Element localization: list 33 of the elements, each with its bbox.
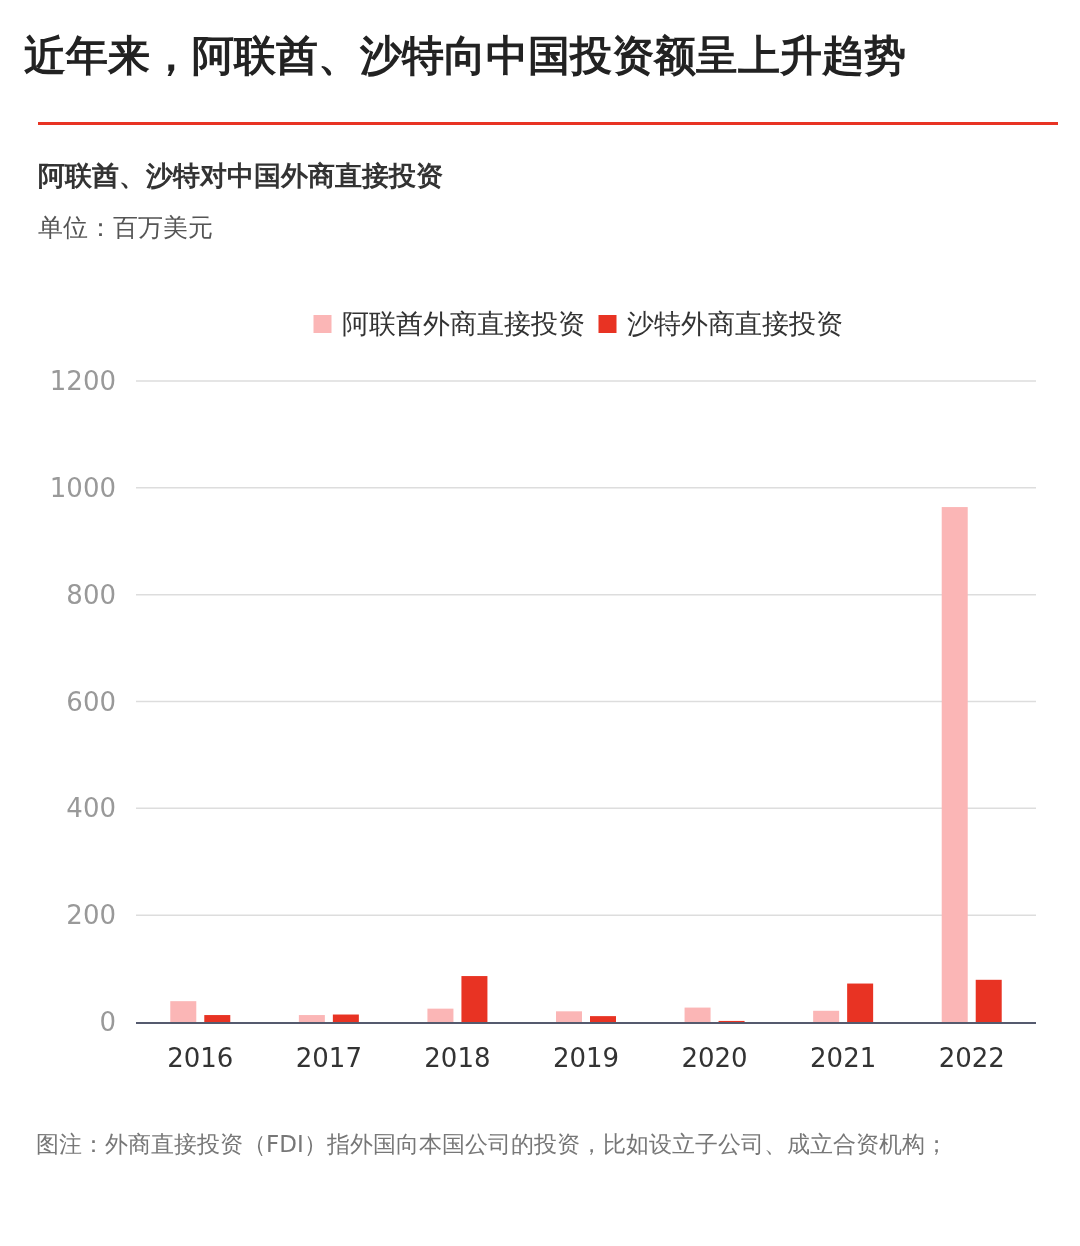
x-tick-label: 2018 (424, 1043, 491, 1073)
bar (204, 1015, 231, 1022)
x-tick-label: 2021 (810, 1043, 877, 1073)
bar (813, 1010, 840, 1022)
y-axis-title: 单位：百万美元 (38, 213, 213, 242)
x-tick-label: 2019 (552, 1043, 620, 1073)
y-tick-label: 1000 (49, 472, 116, 503)
chart-title: 近年来，阿联酋、沙特向中国投资额呈上升趋势 (24, 31, 906, 80)
bar (298, 1015, 325, 1022)
bar (556, 1011, 582, 1022)
bar (332, 1014, 359, 1022)
bar (684, 1007, 711, 1022)
bar (590, 1016, 616, 1022)
chart-subtitle: 阿联酋、沙特对中国外商直接投资 (38, 160, 443, 191)
x-tick-label: 2016 (167, 1043, 234, 1073)
legend-label: 阿联酋外商直接投资 (341, 308, 585, 340)
bar (975, 979, 1002, 1022)
x-tick-label: 2022 (938, 1043, 1005, 1073)
bar (847, 983, 874, 1022)
bar (427, 1008, 454, 1022)
bar (941, 507, 968, 1022)
y-tick-label: 600 (66, 686, 116, 717)
x-tick-label: 2020 (681, 1043, 748, 1073)
legend-label: 沙特外商直接投资 (626, 308, 843, 340)
y-tick-label: 1200 (49, 366, 116, 397)
y-tick-label: 0 (99, 1007, 116, 1038)
bar (461, 976, 488, 1022)
y-tick-label: 200 (66, 900, 116, 931)
text: 图注：外商直接投资（FDI）指外国向本国公司的投资，比如设立子公司、成立合资机构； (36, 1131, 948, 1157)
y-tick-label: 800 (66, 579, 116, 610)
y-tick-label: 400 (66, 793, 116, 824)
x-tick-label: 2017 (295, 1043, 362, 1073)
bar (170, 1001, 197, 1022)
